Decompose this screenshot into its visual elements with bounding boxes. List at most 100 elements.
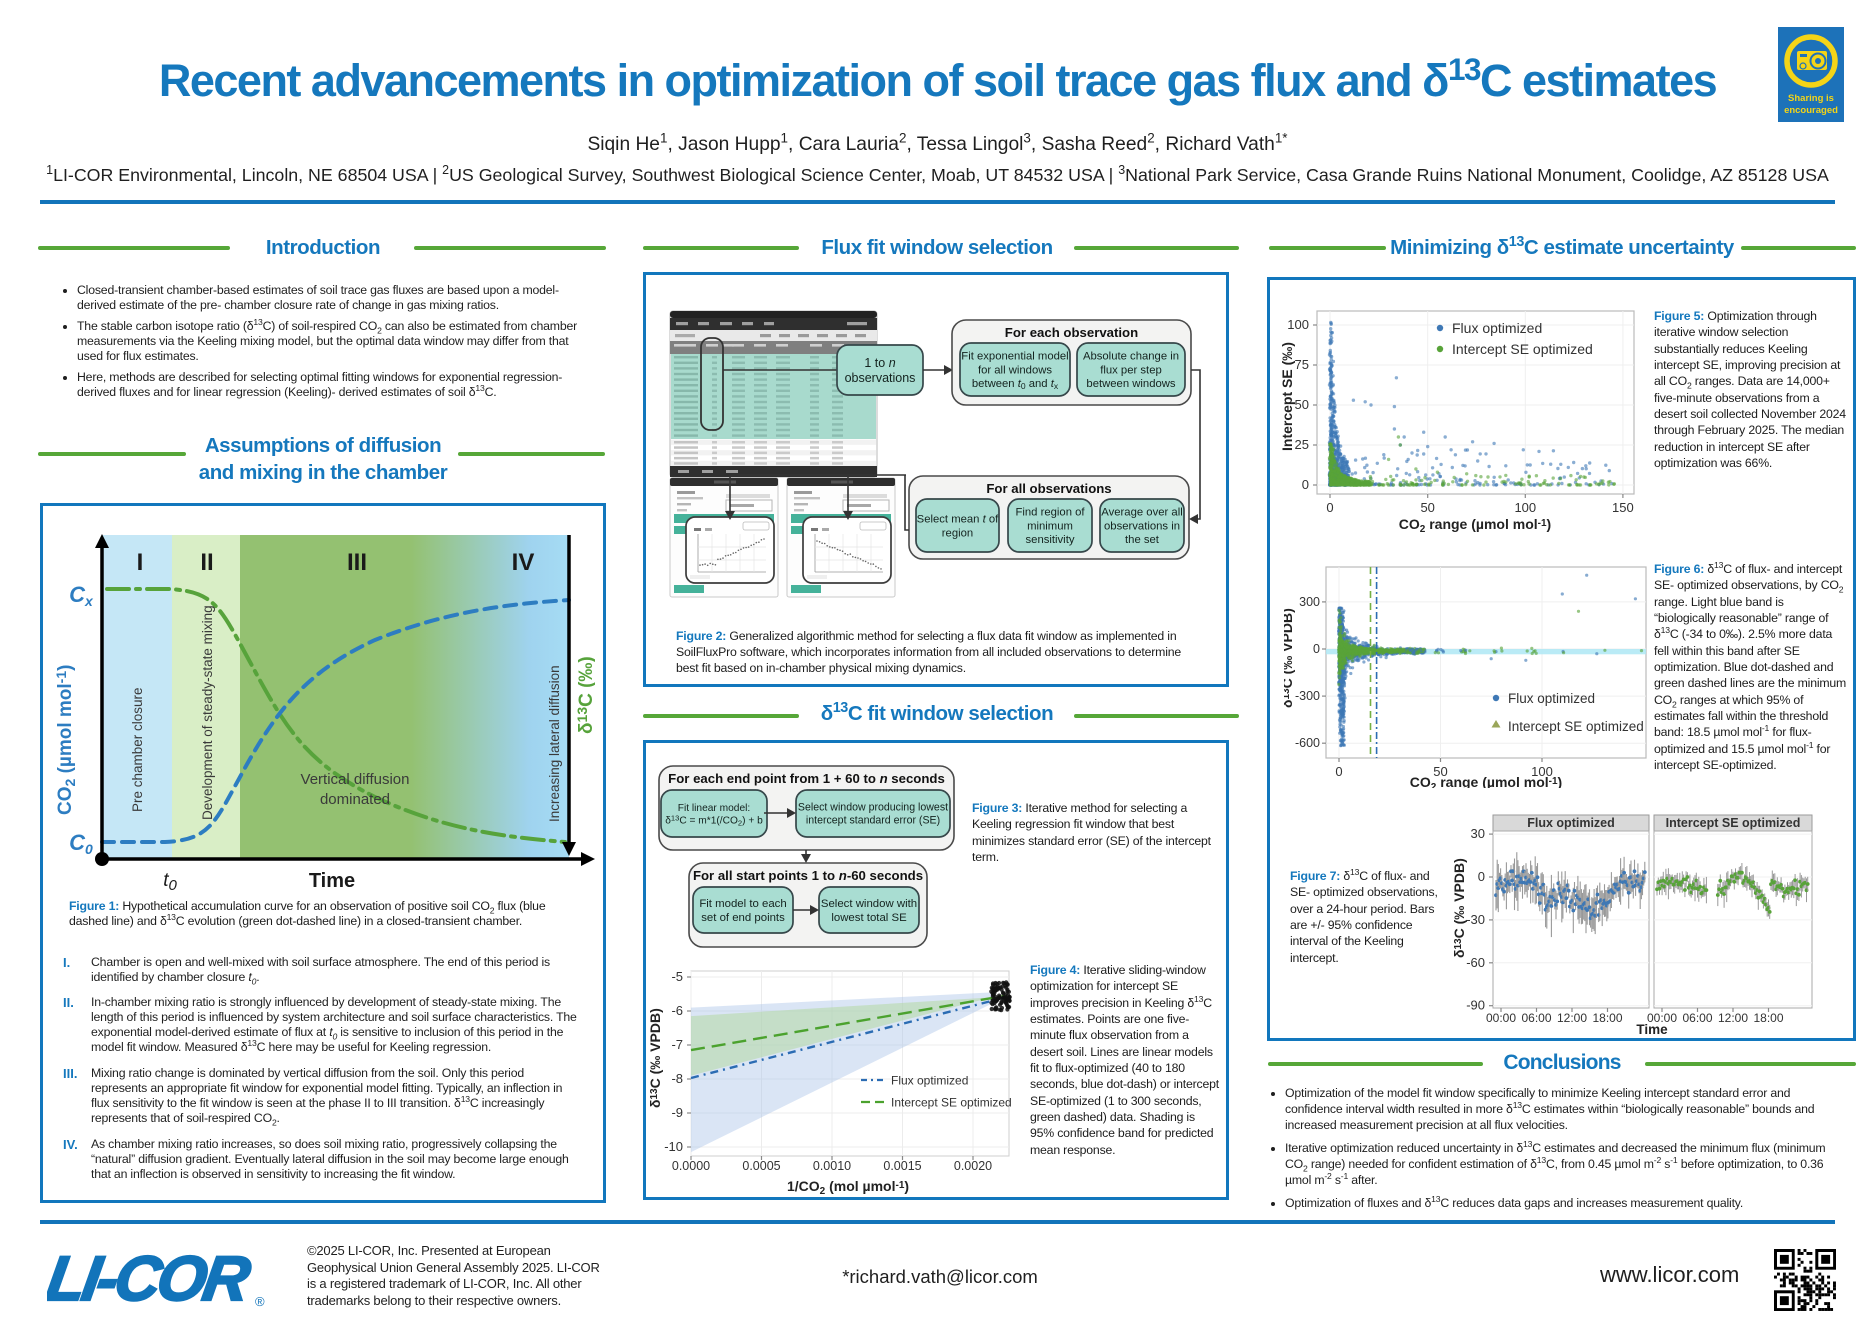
svg-text:300: 300: [1299, 595, 1320, 609]
svg-text:CO2 (µmol mol-1): CO2 (µmol mol-1): [53, 665, 77, 815]
svg-text:For each end point from 1 + 60: For each end point from 1 + 60 to n seco…: [668, 771, 945, 786]
svg-text:0.0010: 0.0010: [813, 1159, 851, 1173]
svg-text:-300: -300: [1295, 689, 1320, 703]
svg-text:Flux optimized: Flux optimized: [1527, 816, 1615, 830]
svg-text:IV: IV: [512, 549, 535, 576]
svg-text:0: 0: [1313, 642, 1320, 656]
svg-text:-6: -6: [671, 1003, 683, 1018]
svg-text:18:00: 18:00: [1592, 1011, 1622, 1025]
svg-text:III: III: [347, 549, 367, 576]
svg-text:δ13C (‰ VPDB): δ13C (‰ VPDB): [1451, 858, 1467, 958]
svg-text:0: 0: [1302, 477, 1309, 492]
svg-text:CO2 range (µmol mol-1): CO2 range (µmol mol-1): [1399, 516, 1551, 534]
svg-text:Intercept SE optimized: Intercept SE optimized: [891, 1096, 1012, 1110]
svg-text:between windows: between windows: [1086, 378, 1176, 390]
svg-text:Absolute change in: Absolute change in: [1083, 351, 1179, 363]
svg-text:150: 150: [1612, 500, 1634, 515]
svg-text:50: 50: [1295, 397, 1309, 412]
svg-text:50: 50: [1433, 764, 1447, 779]
svg-text:-8: -8: [671, 1071, 683, 1086]
svg-text:for all windows: for all windows: [978, 365, 1052, 377]
svg-text:sensitivity: sensitivity: [1026, 534, 1075, 546]
svg-text:δ13C (‰ VPDB): δ13C (‰ VPDB): [1284, 608, 1295, 708]
svg-text:06:00: 06:00: [1521, 1011, 1551, 1025]
svg-text:Fit exponential model: Fit exponential model: [961, 351, 1068, 363]
svg-text:0.0020: 0.0020: [954, 1159, 992, 1173]
svg-text:06:00: 06:00: [1682, 1011, 1712, 1025]
svg-text:Intercept SE (‰): Intercept SE (‰): [1280, 342, 1295, 451]
svg-text:Select window with: Select window with: [821, 898, 917, 910]
svg-text:I: I: [137, 549, 144, 576]
svg-text:Cx: Cx: [69, 582, 94, 609]
svg-text:12:00: 12:00: [1718, 1011, 1748, 1025]
svg-text:For all start points 1 to n-60: For all start points 1 to n-60 seconds: [693, 868, 923, 883]
svg-text:Flux optimized: Flux optimized: [1452, 320, 1542, 336]
svg-text:minimum: minimum: [1027, 521, 1073, 533]
svg-text:12:00: 12:00: [1557, 1011, 1587, 1025]
svg-text:Flux optimized: Flux optimized: [891, 1074, 968, 1088]
svg-text:Sharing is: Sharing is: [1788, 93, 1834, 104]
svg-text:Vertical diffusion: Vertical diffusion: [301, 771, 410, 788]
svg-text:region: region: [942, 527, 973, 539]
svg-text:-60: -60: [1466, 955, 1485, 970]
svg-text:0.0005: 0.0005: [742, 1159, 780, 1173]
svg-text:Intercept SE optimized: Intercept SE optimized: [1508, 719, 1644, 734]
svg-text:t0: t0: [163, 870, 177, 894]
svg-text:LI-COR: LI-COR: [47, 1244, 255, 1314]
svg-text:the set: the set: [1125, 534, 1160, 546]
svg-text:Time: Time: [1636, 1022, 1668, 1037]
svg-text:Intercept SE optimized: Intercept SE optimized: [1666, 816, 1801, 830]
svg-text:flux per step: flux per step: [1100, 365, 1162, 377]
svg-text:25: 25: [1295, 437, 1309, 452]
svg-text:100: 100: [1514, 500, 1536, 515]
svg-text:00:00: 00:00: [1647, 1011, 1677, 1025]
svg-text:Find region of: Find region of: [1015, 507, 1085, 519]
svg-text:Fit linear model:: Fit linear model:: [678, 803, 750, 814]
svg-text:between t0 and tx: between t0 and tx: [972, 378, 1059, 391]
svg-text:For each observation: For each observation: [1005, 325, 1138, 340]
svg-text:-30: -30: [1466, 912, 1485, 927]
svg-text:observations: observations: [845, 371, 916, 385]
svg-text:dominated: dominated: [320, 791, 390, 808]
svg-text:-10: -10: [664, 1139, 683, 1154]
svg-text:Select window producing lowest: Select window producing lowest: [798, 802, 948, 814]
svg-text:δ13C = m*1(/CO2) + b: δ13C = m*1(/CO2) + b: [665, 814, 763, 827]
svg-text:0.0015: 0.0015: [883, 1159, 921, 1173]
svg-text:C0: C0: [69, 830, 93, 857]
svg-text:observations in: observations in: [1104, 521, 1180, 533]
svg-text:Intercept SE optimized: Intercept SE optimized: [1452, 341, 1593, 357]
svg-text:intercept standard error (SE): intercept standard error (SE): [806, 815, 940, 827]
svg-text:Average over all: Average over all: [1101, 507, 1182, 519]
svg-text:18:00: 18:00: [1753, 1011, 1783, 1025]
svg-text:-90: -90: [1466, 998, 1485, 1013]
svg-text:δ13C (‰): δ13C (‰): [574, 656, 595, 734]
svg-text:lowest total SE: lowest total SE: [831, 912, 907, 924]
svg-text:Select mean t of: Select mean t of: [917, 514, 999, 526]
svg-text:Flux optimized: Flux optimized: [1508, 691, 1595, 706]
svg-text:1/CO2 (mol µmol-1): 1/CO2 (mol µmol-1): [787, 1178, 909, 1196]
svg-text:-5: -5: [671, 969, 683, 984]
svg-text:75: 75: [1295, 357, 1309, 372]
svg-text:II: II: [200, 549, 213, 576]
svg-text:Development of steady-state mi: Development of steady-state mixing: [200, 605, 215, 820]
svg-text:30: 30: [1471, 826, 1485, 841]
svg-text:Time: Time: [309, 870, 355, 892]
svg-text:CO2 range (µmol mol-1): CO2 range (µmol mol-1): [1410, 774, 1562, 788]
svg-text:100: 100: [1531, 764, 1553, 779]
svg-text:-600: -600: [1295, 736, 1320, 750]
svg-text:Increasing lateral diffusion: Increasing lateral diffusion: [547, 665, 562, 822]
svg-text:-7: -7: [671, 1037, 683, 1052]
svg-text:0.0000: 0.0000: [672, 1159, 710, 1173]
svg-text:00:00: 00:00: [1486, 1011, 1516, 1025]
svg-text:encouraged: encouraged: [1784, 105, 1838, 116]
svg-text:0: 0: [1478, 869, 1485, 884]
svg-text:0: 0: [1326, 500, 1333, 515]
svg-text:®: ®: [255, 1294, 265, 1309]
svg-text:set of end points: set of end points: [701, 912, 785, 924]
svg-text:For all observations: For all observations: [986, 481, 1111, 496]
svg-text:1 to n: 1 to n: [864, 356, 895, 370]
svg-text:50: 50: [1420, 500, 1434, 515]
svg-text:0: 0: [1335, 764, 1342, 779]
svg-text:100: 100: [1287, 317, 1309, 332]
svg-text:δ13C (‰ VPDB): δ13C (‰ VPDB): [648, 1008, 663, 1108]
